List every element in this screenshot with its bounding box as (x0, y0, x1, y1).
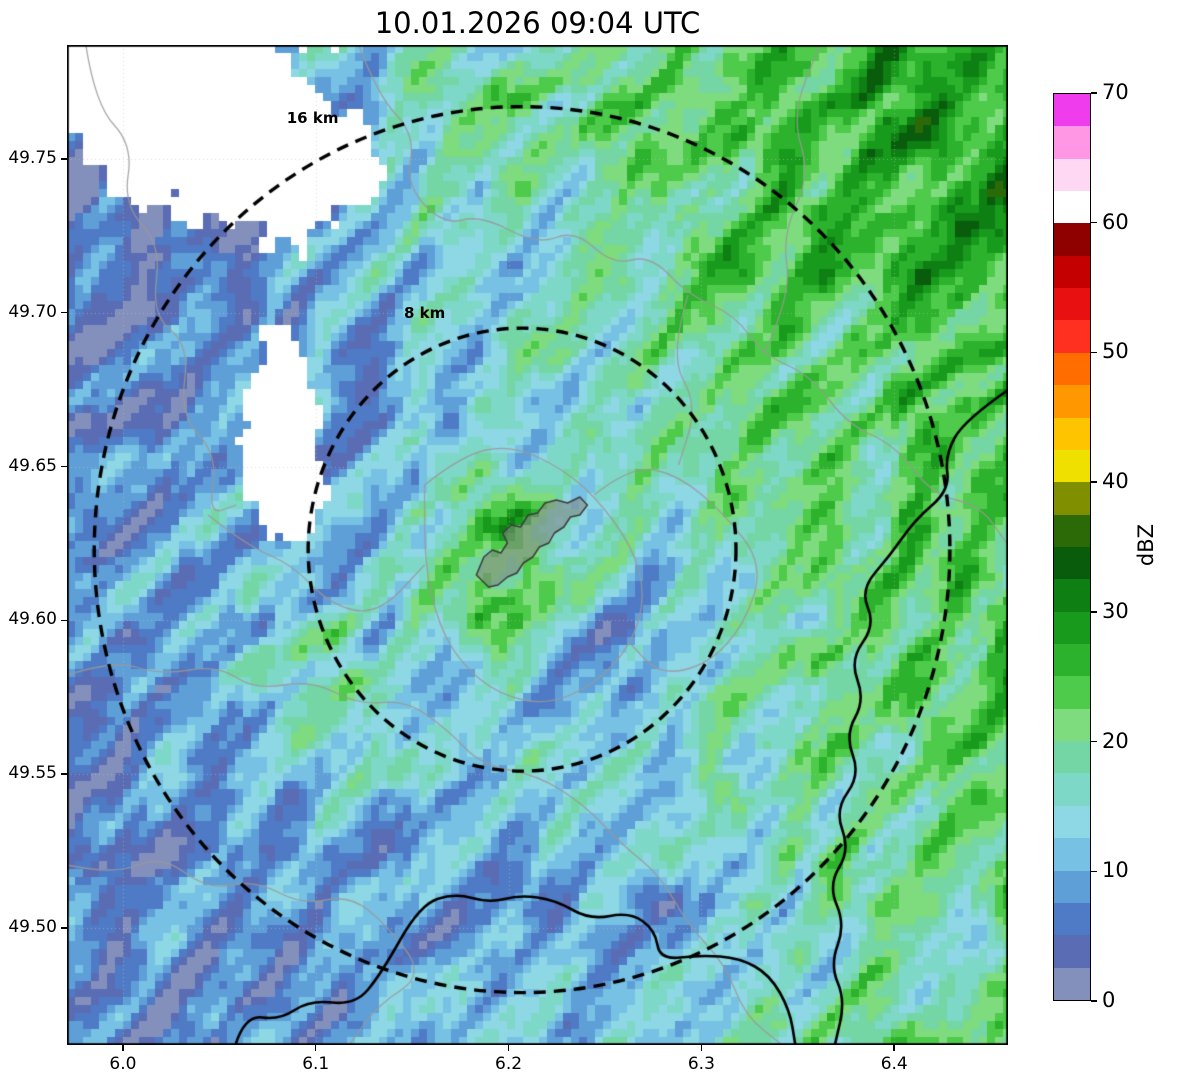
colorbar-segment (1054, 255, 1090, 289)
colorbar-segment (1054, 288, 1090, 321)
colorbar-tick-label: 60 (1102, 209, 1129, 234)
colorbar-tick-mark (1091, 351, 1097, 354)
colorbar-tick-mark (1091, 92, 1097, 94)
colorbar-segment (1054, 967, 1090, 1000)
colorbar-segment (1054, 805, 1090, 839)
colorbar-segment (1054, 126, 1090, 159)
x-tick-label: 6.1 (302, 1054, 330, 1074)
colorbar-segment (1054, 385, 1090, 418)
colorbar-tick-label: 10 (1102, 858, 1129, 883)
colorbar-tick-mark (1091, 1000, 1097, 1002)
x-tick-label: 6.0 (109, 1054, 137, 1074)
colorbar-tick-mark (1091, 221, 1097, 224)
colorbar-tick-label: 40 (1102, 469, 1129, 494)
colorbar-segment (1054, 449, 1090, 483)
colorbar-segment (1054, 741, 1090, 774)
colorbar-tick-label: 0 (1102, 988, 1116, 1012)
colorbar-tick-mark (1091, 740, 1097, 743)
colorbar-segment (1054, 158, 1090, 192)
x-tick-mark (700, 1045, 703, 1051)
y-tick-mark (61, 158, 67, 160)
colorbar-segment (1054, 644, 1090, 677)
x-tick-mark (122, 1045, 124, 1051)
range-ring-label-16km: 16 km (286, 109, 339, 127)
colorbar-tick-mark (1091, 611, 1097, 613)
colorbar-tick-mark (1091, 870, 1097, 873)
x-tick-label: 6.4 (880, 1054, 908, 1074)
y-tick-label: 49.65 (8, 455, 57, 476)
colorbar-segment (1054, 223, 1090, 256)
x-tick-mark (314, 1045, 317, 1051)
x-tick-label: 6.2 (495, 1054, 523, 1074)
colorbar-tick-label: 70 (1102, 80, 1129, 104)
y-tick-mark (61, 927, 67, 929)
colorbar-segment (1054, 352, 1090, 386)
colorbar-segment (1054, 902, 1090, 936)
x-tick-mark (507, 1045, 510, 1051)
colorbar-tick-mark (1091, 481, 1097, 483)
colorbar (1053, 93, 1091, 1001)
colorbar-axis-label: dBZ (1134, 523, 1158, 567)
colorbar-segment (1054, 320, 1090, 353)
colorbar-segment (1054, 482, 1090, 515)
plot-title: 10.01.2026 09:04 UTC (374, 6, 701, 40)
colorbar-tick-label: 30 (1102, 598, 1129, 623)
colorbar-segment (1054, 546, 1090, 580)
colorbar-tick-label: 20 (1102, 728, 1129, 753)
colorbar-segment (1054, 191, 1090, 224)
y-tick-mark (61, 619, 67, 622)
colorbar-segment (1054, 579, 1090, 612)
colorbar-segment (1054, 93, 1090, 127)
y-tick-label: 49.55 (8, 763, 57, 784)
colorbar-segment (1054, 935, 1090, 968)
y-tick-mark (61, 773, 67, 775)
y-tick-label: 49.75 (8, 147, 57, 168)
colorbar-segment (1054, 870, 1090, 903)
radar-map-canvas (67, 45, 1008, 1045)
colorbar-segment (1054, 676, 1090, 709)
colorbar-segment (1054, 611, 1090, 645)
y-tick-mark (61, 465, 67, 468)
radar-plot-area (67, 45, 1008, 1045)
x-tick-label: 6.3 (687, 1054, 715, 1074)
colorbar-segment (1054, 514, 1090, 547)
colorbar-segment (1054, 838, 1090, 871)
colorbar-segment (1054, 773, 1090, 806)
x-tick-mark (893, 1045, 895, 1051)
y-tick-label: 49.50 (8, 917, 57, 938)
colorbar-segment (1054, 708, 1090, 742)
range-ring-label-8km: 8 km (403, 304, 446, 322)
colorbar-tick-label: 50 (1102, 339, 1129, 364)
y-tick-label: 49.70 (8, 301, 57, 322)
colorbar-segment (1054, 417, 1090, 450)
y-tick-mark (61, 311, 67, 314)
y-tick-label: 49.60 (8, 609, 57, 630)
